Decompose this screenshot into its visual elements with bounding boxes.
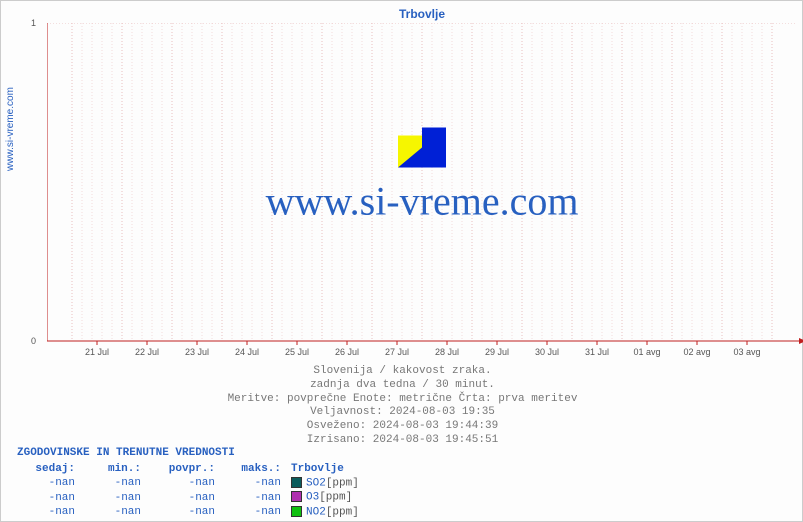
series-swatch bbox=[291, 506, 302, 517]
history-cell-max: -nan bbox=[225, 477, 289, 489]
history-cell-avg: -nan bbox=[151, 506, 223, 518]
history-cell-min: -nan bbox=[85, 506, 149, 518]
xtick-label: 29 Jul bbox=[485, 347, 509, 357]
xtick-label: 24 Jul bbox=[235, 347, 259, 357]
col-max: maks.: bbox=[225, 463, 289, 475]
history-cell-min: -nan bbox=[85, 477, 149, 489]
history-cell-now: -nan bbox=[19, 506, 83, 518]
chart-plot: 1 0 www.si-vreme.com bbox=[47, 23, 797, 341]
ytick-1: 1 bbox=[31, 18, 36, 28]
xtick-label: 25 Jul bbox=[285, 347, 309, 357]
meta-validity: Veljavnost: 2024-08-03 19:35 bbox=[1, 406, 803, 420]
history-cell-now: -nan bbox=[19, 477, 83, 489]
series-name: NO2 bbox=[306, 506, 326, 518]
xtick-label: 26 Jul bbox=[335, 347, 359, 357]
series-unit: [ppm] bbox=[319, 492, 352, 504]
history-cell-now: -nan bbox=[19, 491, 83, 503]
meta-updated: Osveženo: 2024-08-03 19:44:39 bbox=[1, 420, 803, 434]
chart-title: Trbovlje bbox=[47, 7, 797, 21]
watermark-text: www.si-vreme.com bbox=[266, 178, 579, 225]
site-label-vertical: www.si-vreme.com bbox=[5, 87, 16, 171]
history-table: sedaj: min.: povpr.: maks.: Trbovlje -na… bbox=[17, 461, 369, 520]
xtick-label: 21 Jul bbox=[85, 347, 109, 357]
xtick-label: 30 Jul bbox=[535, 347, 559, 357]
history-series: NO2[ppm] bbox=[291, 506, 367, 518]
col-location: Trbovlje bbox=[291, 463, 367, 475]
history-title: ZGODOVINSKE IN TRENUTNE VREDNOSTI bbox=[17, 447, 369, 459]
xtick-label: 22 Jul bbox=[135, 347, 159, 357]
history-cell-avg: -nan bbox=[151, 477, 223, 489]
history-cell-max: -nan bbox=[225, 491, 289, 503]
xtick-label: 03 avg bbox=[733, 347, 760, 357]
ytick-0: 0 bbox=[31, 336, 36, 346]
x-axis-ticks: 21 Jul 22 Jul 23 Jul 24 Jul 25 Jul 26 Jul 27 J… bbox=[47, 347, 797, 363]
xtick-label: 02 avg bbox=[683, 347, 710, 357]
col-now: sedaj: bbox=[19, 463, 83, 475]
history-panel: ZGODOVINSKE IN TRENUTNE VREDNOSTI sedaj:… bbox=[17, 447, 369, 520]
meta-source: Slovenija / kakovost zraka. bbox=[1, 365, 803, 379]
history-header: sedaj: min.: povpr.: maks.: Trbovlje bbox=[19, 463, 367, 475]
series-swatch bbox=[291, 491, 302, 502]
watermark-logo bbox=[398, 128, 446, 173]
history-series: SO2[ppm] bbox=[291, 477, 367, 489]
series-unit: [ppm] bbox=[326, 477, 359, 489]
col-min: min.: bbox=[85, 463, 149, 475]
history-row: -nan-nan-nan-nanSO2[ppm] bbox=[19, 477, 367, 489]
chart-container: Trbovlje 1 0 www.si-vreme.com bbox=[47, 7, 797, 347]
series-name: SO2 bbox=[306, 477, 326, 489]
history-series: O3[ppm] bbox=[291, 491, 367, 503]
series-swatch bbox=[291, 477, 302, 488]
col-avg: povpr.: bbox=[151, 463, 223, 475]
meta-range: zadnja dva tedna / 30 minut. bbox=[1, 379, 803, 393]
xtick-label: 01 avg bbox=[633, 347, 660, 357]
history-cell-avg: -nan bbox=[151, 491, 223, 503]
history-row: -nan-nan-nan-nanO3[ppm] bbox=[19, 491, 367, 503]
xtick-label: 28 Jul bbox=[435, 347, 459, 357]
xtick-label: 31 Jul bbox=[585, 347, 609, 357]
history-cell-max: -nan bbox=[225, 506, 289, 518]
xtick-label: 27 Jul bbox=[385, 347, 409, 357]
history-cell-min: -nan bbox=[85, 491, 149, 503]
meta-settings: Meritve: povprečne Enote: metrične Črta:… bbox=[1, 393, 803, 407]
chart-metadata: Slovenija / kakovost zraka. zadnja dva t… bbox=[1, 365, 803, 448]
history-row: -nan-nan-nan-nanNO2[ppm] bbox=[19, 506, 367, 518]
xtick-label: 23 Jul bbox=[185, 347, 209, 357]
series-name: O3 bbox=[306, 492, 319, 504]
series-unit: [ppm] bbox=[326, 506, 359, 518]
meta-drawn: Izrisano: 2024-08-03 19:45:51 bbox=[1, 434, 803, 448]
